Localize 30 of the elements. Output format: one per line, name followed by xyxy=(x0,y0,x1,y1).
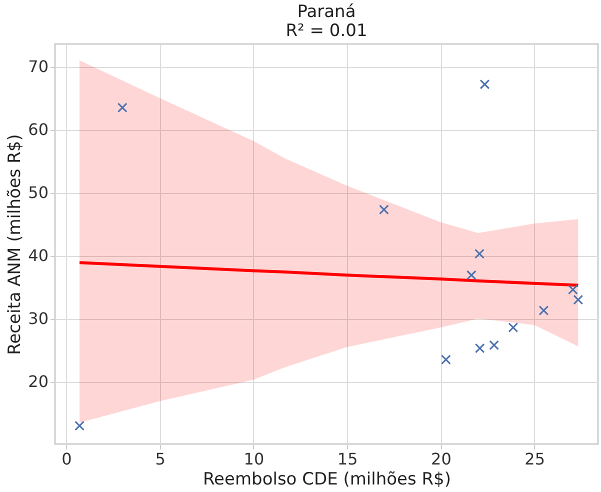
point xyxy=(466,270,476,280)
x-axis-title: Reembolso CDE (milhões R$) xyxy=(202,470,452,490)
chart-title: Paraná xyxy=(297,2,356,22)
x-tick-label: 5 xyxy=(155,450,166,468)
y-tick-label: 30 xyxy=(28,309,48,328)
y-tick-label: 70 xyxy=(28,57,48,76)
point xyxy=(508,322,518,332)
chart-subtitle: R² = 0.01 xyxy=(286,21,368,41)
x-tick-label: 25 xyxy=(524,450,546,468)
point xyxy=(573,294,584,305)
point xyxy=(538,305,549,316)
y-axis-title: Receita ANM (milhões R$) xyxy=(5,134,26,355)
point xyxy=(480,79,490,90)
point xyxy=(74,420,85,431)
point xyxy=(379,204,389,215)
x-tick-label: 10 xyxy=(244,450,264,468)
line-series xyxy=(78,261,580,287)
point xyxy=(568,284,578,295)
y-tick-label: 40 xyxy=(28,246,48,266)
point xyxy=(440,354,451,365)
point xyxy=(474,343,485,354)
x-tick-label: 20 xyxy=(431,450,452,468)
y-tick-label: 60 xyxy=(28,120,48,140)
x-tick-label: 0 xyxy=(62,450,72,468)
y-tick-label: 50 xyxy=(28,183,48,202)
y-tick-label: 20 xyxy=(28,372,48,392)
point xyxy=(117,102,128,113)
point xyxy=(489,340,500,350)
point xyxy=(474,248,484,259)
x-tick-label: 15 xyxy=(337,450,358,468)
